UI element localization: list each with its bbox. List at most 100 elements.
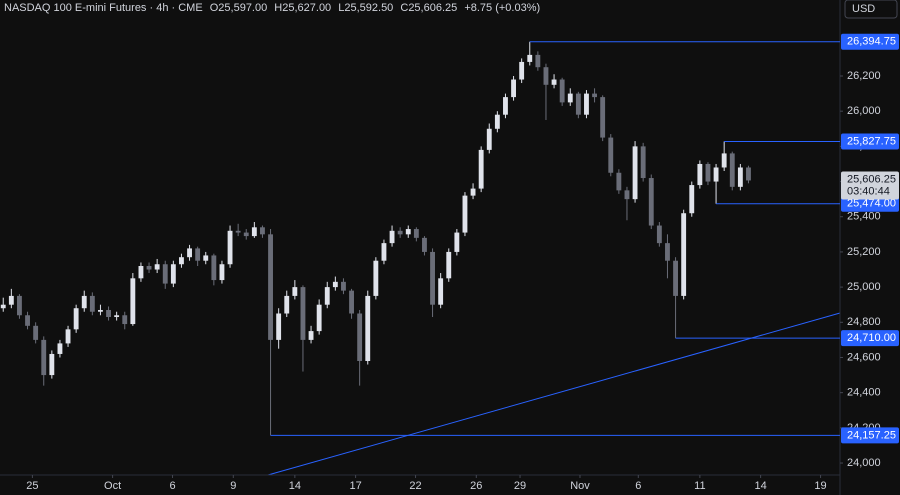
header: NASDAQ 100 E-mini Futures · 4h · CME O25… [4, 2, 540, 14]
candle-body [713, 167, 719, 182]
y-tick-label: 24,600 [847, 351, 881, 363]
candle-body [689, 185, 695, 214]
level-label: 24,710.00 [847, 332, 896, 344]
candle-body [413, 229, 419, 238]
candle-body [503, 97, 508, 115]
candle-body [430, 251, 435, 305]
candle-body [300, 287, 306, 340]
axes: 24,00024,20024,40024,60024,80025,00025,2… [26, 33, 899, 492]
candle-body [341, 281, 346, 291]
candle-body [130, 278, 136, 325]
candle-body [187, 248, 192, 258]
level-label-box [841, 330, 899, 347]
candle-body [138, 266, 144, 279]
candle-body [519, 61, 525, 80]
candle-body [332, 281, 338, 288]
candle-body [446, 251, 452, 279]
candle-body [454, 232, 460, 252]
candle-body [260, 227, 265, 235]
candle-body [381, 243, 387, 261]
candle-body [219, 264, 225, 281]
plot [0, 41, 840, 436]
high: H25,627.00 [274, 2, 331, 14]
x-tick-label: 17 [349, 480, 361, 492]
candle-body [648, 178, 654, 226]
low: L25,592.50 [338, 2, 393, 14]
candle-body [551, 79, 557, 85]
candle-body [25, 315, 30, 326]
level-label: 26,394.75 [847, 36, 896, 48]
y-tick-label: 24,400 [847, 387, 881, 399]
candle-body [203, 255, 209, 261]
y-tick-label: 25,000 [847, 281, 881, 293]
candle-body [632, 146, 638, 200]
last-price-box [841, 171, 899, 200]
currency-label[interactable]: USD [852, 3, 875, 15]
candle-body [535, 54, 541, 68]
candle-body [373, 260, 379, 296]
candle-body [251, 227, 257, 237]
candle-body [235, 230, 241, 233]
candle-body [89, 295, 95, 312]
y-tick-label: 24,800 [847, 316, 881, 328]
last-price-label: 25,606.25 [847, 173, 896, 185]
candle-body [114, 315, 120, 318]
level-label-box [841, 33, 899, 50]
x-tick-label: 9 [230, 480, 236, 492]
y-tick-label: 24,000 [847, 457, 881, 469]
x-tick-label: 6 [169, 480, 175, 492]
candle-body [98, 309, 103, 312]
x-tick-label: 11 [694, 480, 705, 492]
level-label-box [841, 133, 899, 150]
candle-body [162, 264, 168, 284]
candle-body [146, 266, 152, 270]
candle-body [122, 315, 128, 325]
candle-body [211, 255, 217, 281]
candle-body [57, 343, 63, 354]
candle-body [511, 79, 516, 98]
candle-body [527, 54, 533, 62]
trendline [267, 312, 841, 476]
x-tick-label: 14 [289, 480, 301, 492]
candle-body [422, 237, 427, 252]
candle-body [470, 188, 476, 196]
candle-body [575, 93, 581, 115]
candle-body [195, 248, 201, 261]
x-tick-label: 26 [470, 480, 482, 492]
x-tick-label: 19 [814, 480, 826, 492]
y-tick-label: 26,200 [847, 70, 881, 82]
y-tick-label: 25,400 [847, 211, 881, 223]
candle-body [41, 339, 47, 376]
candle-body [81, 295, 87, 309]
candle-body [584, 93, 589, 115]
candle-body [349, 290, 354, 314]
x-tick-label: 29 [514, 480, 526, 492]
candle-body [154, 264, 160, 270]
candle-body [462, 195, 468, 233]
candle-body [73, 308, 79, 330]
candle-body [324, 287, 330, 305]
y-tick-label: 25,200 [847, 246, 881, 258]
x-tick-label: Oct [104, 480, 121, 492]
candle-body [592, 93, 597, 98]
candle-body [640, 146, 646, 179]
candle-body [8, 295, 14, 305]
x-tick-label: 25 [26, 480, 38, 492]
candle-body [276, 313, 282, 340]
candle-body [486, 128, 492, 150]
symbol-title: NASDAQ 100 E-mini Futures · 4h · CME [4, 2, 203, 14]
candle-body [397, 230, 403, 235]
candle-body [268, 234, 273, 340]
candle-body [665, 243, 670, 261]
x-tick-label: 22 [409, 480, 421, 492]
candle-body [737, 167, 743, 187]
candle-body [478, 149, 484, 189]
change: +8.75 (+0.03%) [464, 2, 540, 14]
open: O25,597.00 [210, 2, 268, 14]
x-tick-label: 6 [635, 480, 641, 492]
currency-button[interactable] [844, 0, 898, 19]
candle-body [106, 309, 111, 318]
level-label: 24,157.25 [847, 429, 896, 441]
candle-body [608, 137, 614, 173]
